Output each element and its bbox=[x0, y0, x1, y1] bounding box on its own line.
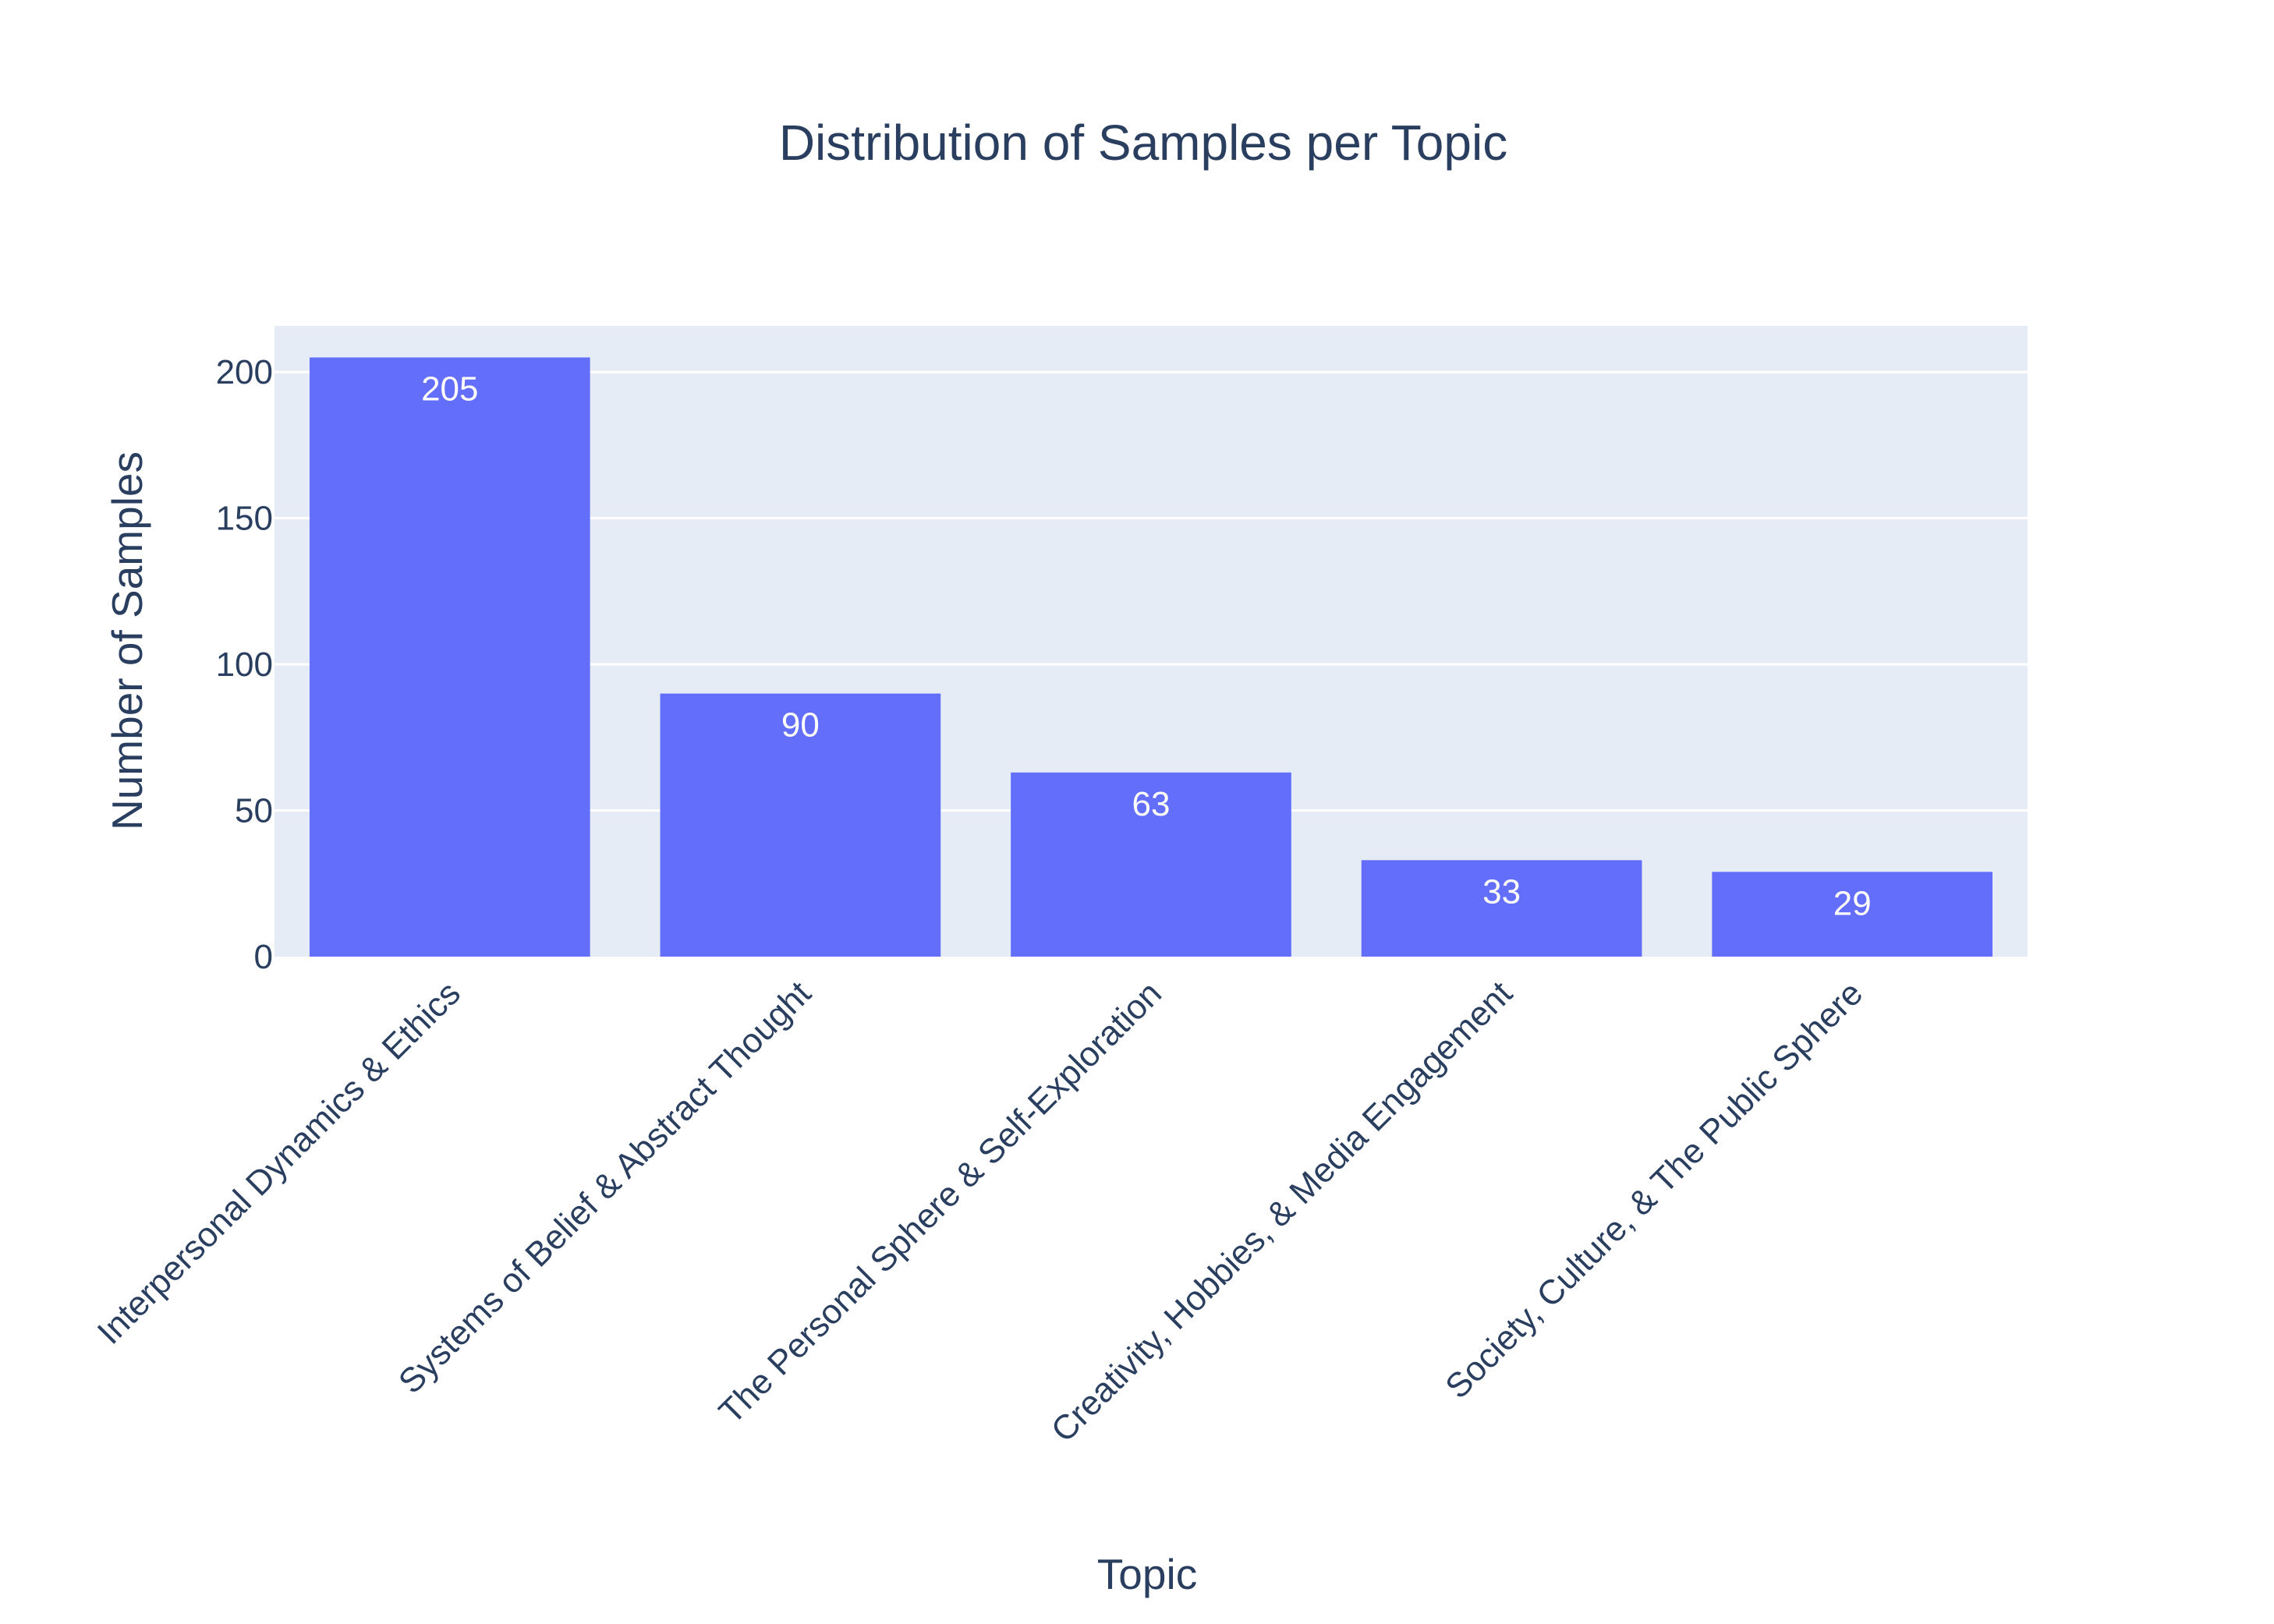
bar-value-label: 33 bbox=[1482, 872, 1521, 911]
bar bbox=[1361, 860, 1642, 957]
bar-value-label: 205 bbox=[421, 370, 478, 408]
y-tick-label: 50 bbox=[235, 792, 273, 830]
y-tick-label: 200 bbox=[216, 353, 273, 391]
y-axis-title: Number of Samples bbox=[103, 451, 151, 830]
bar bbox=[309, 357, 590, 957]
bar bbox=[1712, 872, 1993, 957]
y-tick-label: 150 bbox=[216, 500, 273, 538]
x-tick-label: Society, Culture, & The Public Sphere bbox=[1438, 974, 1870, 1406]
bar-value-label: 29 bbox=[1833, 884, 1872, 922]
y-tick-label: 0 bbox=[254, 938, 273, 976]
y-axis-ticks: 0 50 100 150 200 bbox=[216, 353, 273, 976]
y-tick-label: 100 bbox=[216, 646, 273, 684]
bar-value-label: 63 bbox=[1132, 785, 1171, 823]
bars bbox=[309, 357, 1993, 957]
bar bbox=[660, 693, 941, 957]
x-tick-label: The Personal Sphere & Self-Exploration bbox=[712, 974, 1169, 1431]
bar-labels: 205 90 63 33 29 bbox=[421, 370, 1872, 922]
chart-title: Distribution of Samples per Topic bbox=[779, 115, 1507, 171]
bar bbox=[1011, 772, 1291, 957]
x-axis-title: Topic bbox=[1097, 1550, 1197, 1598]
x-tick-label: Systems of Belief & Abstract Thought bbox=[391, 974, 819, 1401]
x-tick-label: Interpersonal Dynamics & Ethics bbox=[90, 974, 468, 1351]
bar-value-label: 90 bbox=[781, 706, 820, 745]
